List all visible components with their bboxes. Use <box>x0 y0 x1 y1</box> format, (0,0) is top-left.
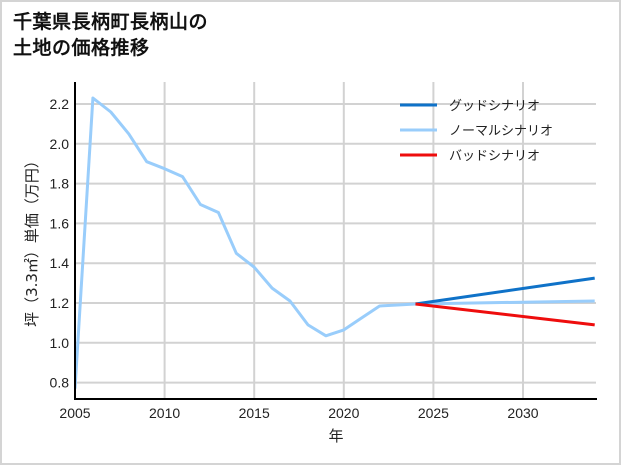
chart-title-line1: 千葉県長柄町長柄山の <box>13 11 209 33</box>
y-tick-label: 1.8 <box>50 176 70 192</box>
axes <box>74 82 597 400</box>
x-tick-label: 2010 <box>149 405 180 421</box>
x-tick-labels: 2005 2010 2015 2020 2025 2030 <box>59 405 538 421</box>
y-tick-label: 0.8 <box>50 375 70 391</box>
legend-label: グッドシナリオ <box>449 99 540 114</box>
legend-label: ノーマルシナリオ <box>449 124 553 139</box>
series-line-1 <box>415 276 595 306</box>
chart-title-line2: 土地の価格推移 <box>13 37 150 59</box>
y-tick-label: 1.0 <box>50 335 70 351</box>
x-tick-label: 2020 <box>328 405 359 421</box>
y-tick-label: 2.0 <box>50 136 70 152</box>
legend-label: バッドシナリオ <box>449 149 540 164</box>
x-tick-label: 2005 <box>59 405 90 421</box>
y-axis-label: 坪（3.3㎡）単価（万円） <box>23 153 41 327</box>
x-tick-label: 2025 <box>418 405 449 421</box>
y-tick-labels: 0.8 1.0 1.2 1.4 1.6 1.8 2.0 2.2 <box>50 96 70 391</box>
y-tick-label: 1.6 <box>50 215 70 231</box>
series-line-2 <box>415 302 595 327</box>
series-line-0 <box>75 96 595 389</box>
y-tick-label: 1.2 <box>50 295 70 311</box>
y-tick-label: 1.4 <box>50 255 70 271</box>
grid-lines <box>75 82 596 399</box>
x-tick-label: 2015 <box>239 405 270 421</box>
y-tick-label: 2.2 <box>50 96 70 112</box>
data-series <box>75 96 595 389</box>
x-tick-label: 2030 <box>507 405 538 421</box>
chart-title: 千葉県長柄町長柄山の 土地の価格推移 <box>13 9 208 61</box>
x-axis-label: 年 <box>328 427 343 445</box>
